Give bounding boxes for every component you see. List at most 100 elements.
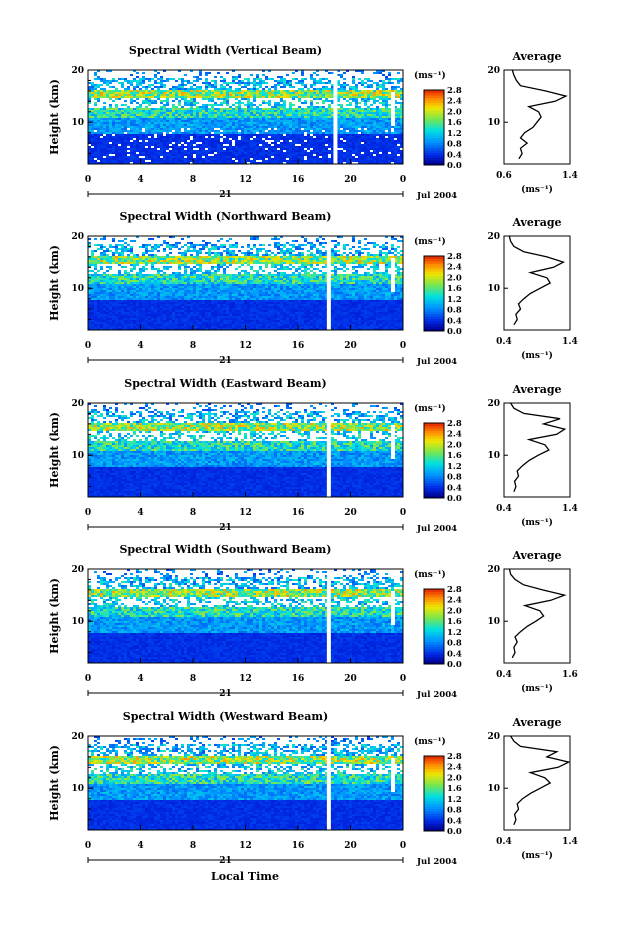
profile-x-tick-label: 1.4 <box>562 504 578 514</box>
profile-title: Average <box>511 50 561 63</box>
profile-x-label: (ms⁻¹) <box>521 517 553 528</box>
profile-x-label: (ms⁻¹) <box>521 850 553 861</box>
profile-y-tick-label: 10 <box>487 118 500 128</box>
colorbar-tick-label: 0.8 <box>447 306 462 316</box>
data-gap <box>391 758 395 792</box>
data-gap <box>391 591 395 625</box>
day-label: 21 <box>219 689 232 699</box>
profile-frame <box>504 736 570 830</box>
y-tick-label: 10 <box>71 451 84 461</box>
date-label: Jul 2004 <box>416 690 457 700</box>
colorbar-tick-label: 2.8 <box>447 419 462 429</box>
colorbar-tick-label: 1.2 <box>447 295 462 305</box>
profile-line <box>511 403 565 492</box>
profile-x-label: (ms⁻¹) <box>521 350 553 361</box>
panel-4: Spectral Width (Southward Beam)2010Heigh… <box>48 543 578 700</box>
colorbar-tick-label: 0.8 <box>447 806 462 816</box>
profile-title: Average <box>511 216 561 229</box>
y-axis-label: Height (km) <box>48 578 61 654</box>
colorbar-tick-label: 2.4 <box>447 430 462 440</box>
colorbar-tick-label: 1.2 <box>447 628 462 638</box>
heatmap-cells <box>88 403 403 497</box>
x-tick-label: 0 <box>85 341 91 351</box>
profile-title: Average <box>511 716 561 729</box>
y-axis-label: Height (km) <box>48 412 61 488</box>
x-tick-label: 0 <box>400 841 406 851</box>
y-tick-label: 10 <box>71 617 84 627</box>
chart-title: Spectral Width (Eastward Beam) <box>124 377 326 390</box>
y-tick-label: 10 <box>71 118 84 128</box>
x-tick-label: 0 <box>400 175 406 185</box>
profile-title: Average <box>511 549 561 562</box>
x-tick-label: 0 <box>85 674 91 684</box>
x-tick-label: 8 <box>190 341 196 351</box>
profile-x-tick-label: 1.4 <box>562 171 578 181</box>
profile-x-label: (ms⁻¹) <box>521 184 553 195</box>
x-tick-label: 16 <box>292 674 305 684</box>
colorbar-tick-label: 0.8 <box>447 473 462 483</box>
y-tick-label: 20 <box>71 399 84 409</box>
colorbar-tick-label: 0.4 <box>447 649 462 659</box>
x-tick-label: 20 <box>344 508 357 518</box>
colorbar-tick-label: 1.2 <box>447 462 462 472</box>
profile-x-tick-label: 0.4 <box>496 504 512 514</box>
data-gap <box>327 569 331 663</box>
panel-2: Spectral Width (Northward Beam)2010Heigh… <box>48 210 578 367</box>
x-tick-label: 4 <box>137 341 143 351</box>
x-tick-label: 20 <box>344 841 357 851</box>
date-label: Jul 2004 <box>416 524 457 534</box>
colorbar-tick-label: 1.6 <box>447 451 462 461</box>
y-tick-label: 20 <box>71 732 84 742</box>
colorbar-tick-label: 2.4 <box>447 596 462 606</box>
y-tick-label: 10 <box>71 784 84 794</box>
x-tick-label: 0 <box>400 674 406 684</box>
data-gap <box>327 236 331 330</box>
y-axis-label: Height (km) <box>48 245 61 321</box>
profile-y-tick-label: 10 <box>487 451 500 461</box>
x-tick-label: 4 <box>137 674 143 684</box>
chart-title: Spectral Width (Vertical Beam) <box>129 44 322 57</box>
y-tick-label: 20 <box>71 66 84 76</box>
x-tick-label: 8 <box>190 175 196 185</box>
heatmap-cells <box>88 736 403 830</box>
colorbar-tick-label: 2.8 <box>447 752 462 762</box>
profile-y-tick-label: 10 <box>487 784 500 794</box>
x-tick-label: 16 <box>292 341 305 351</box>
data-gap <box>327 736 331 830</box>
colorbar-unit: (ms⁻¹) <box>414 569 446 580</box>
colorbar-unit: (ms⁻¹) <box>414 403 446 414</box>
profile-x-label: (ms⁻¹) <box>521 683 553 694</box>
day-label: 21 <box>219 356 232 366</box>
profile-frame <box>504 70 570 164</box>
x-tick-label: 8 <box>190 674 196 684</box>
x-tick-label: 12 <box>239 508 252 518</box>
day-label: 21 <box>219 856 232 866</box>
heatmap-cells <box>88 70 403 164</box>
x-tick-label: 4 <box>137 508 143 518</box>
profile-y-tick-label: 10 <box>487 284 500 294</box>
profile-y-tick-label: 20 <box>487 732 500 742</box>
data-gap <box>391 92 395 126</box>
colorbar-tick-label: 0.4 <box>447 483 462 493</box>
profile-line <box>512 70 566 159</box>
profile-line <box>509 236 563 325</box>
colorbar-tick-label: 2.4 <box>447 97 462 107</box>
x-tick-label: 12 <box>239 175 252 185</box>
x-tick-label: 4 <box>137 841 143 851</box>
y-tick-label: 10 <box>71 284 84 294</box>
colorbar-tick-label: 1.6 <box>447 284 462 294</box>
colorbar-tick-label: 2.0 <box>447 440 462 450</box>
profile-y-tick-label: 20 <box>487 399 500 409</box>
panel-1: Spectral Width (Vertical Beam)2010Height… <box>48 44 578 201</box>
colorbar-tick-label: 2.4 <box>447 263 462 273</box>
colorbar-tick-label: 1.2 <box>447 129 462 139</box>
x-tick-label: 0 <box>85 175 91 185</box>
x-tick-label: 20 <box>344 674 357 684</box>
colorbar-tick-label: 2.8 <box>447 585 462 595</box>
colorbar-tick-label: 0.0 <box>447 161 462 171</box>
colorbar-tick-label: 0.8 <box>447 639 462 649</box>
y-tick-label: 20 <box>71 565 84 575</box>
data-gap <box>391 425 395 459</box>
profile-x-tick-label: 1.6 <box>562 670 578 680</box>
colorbar-tick-label: 0.0 <box>447 327 462 337</box>
